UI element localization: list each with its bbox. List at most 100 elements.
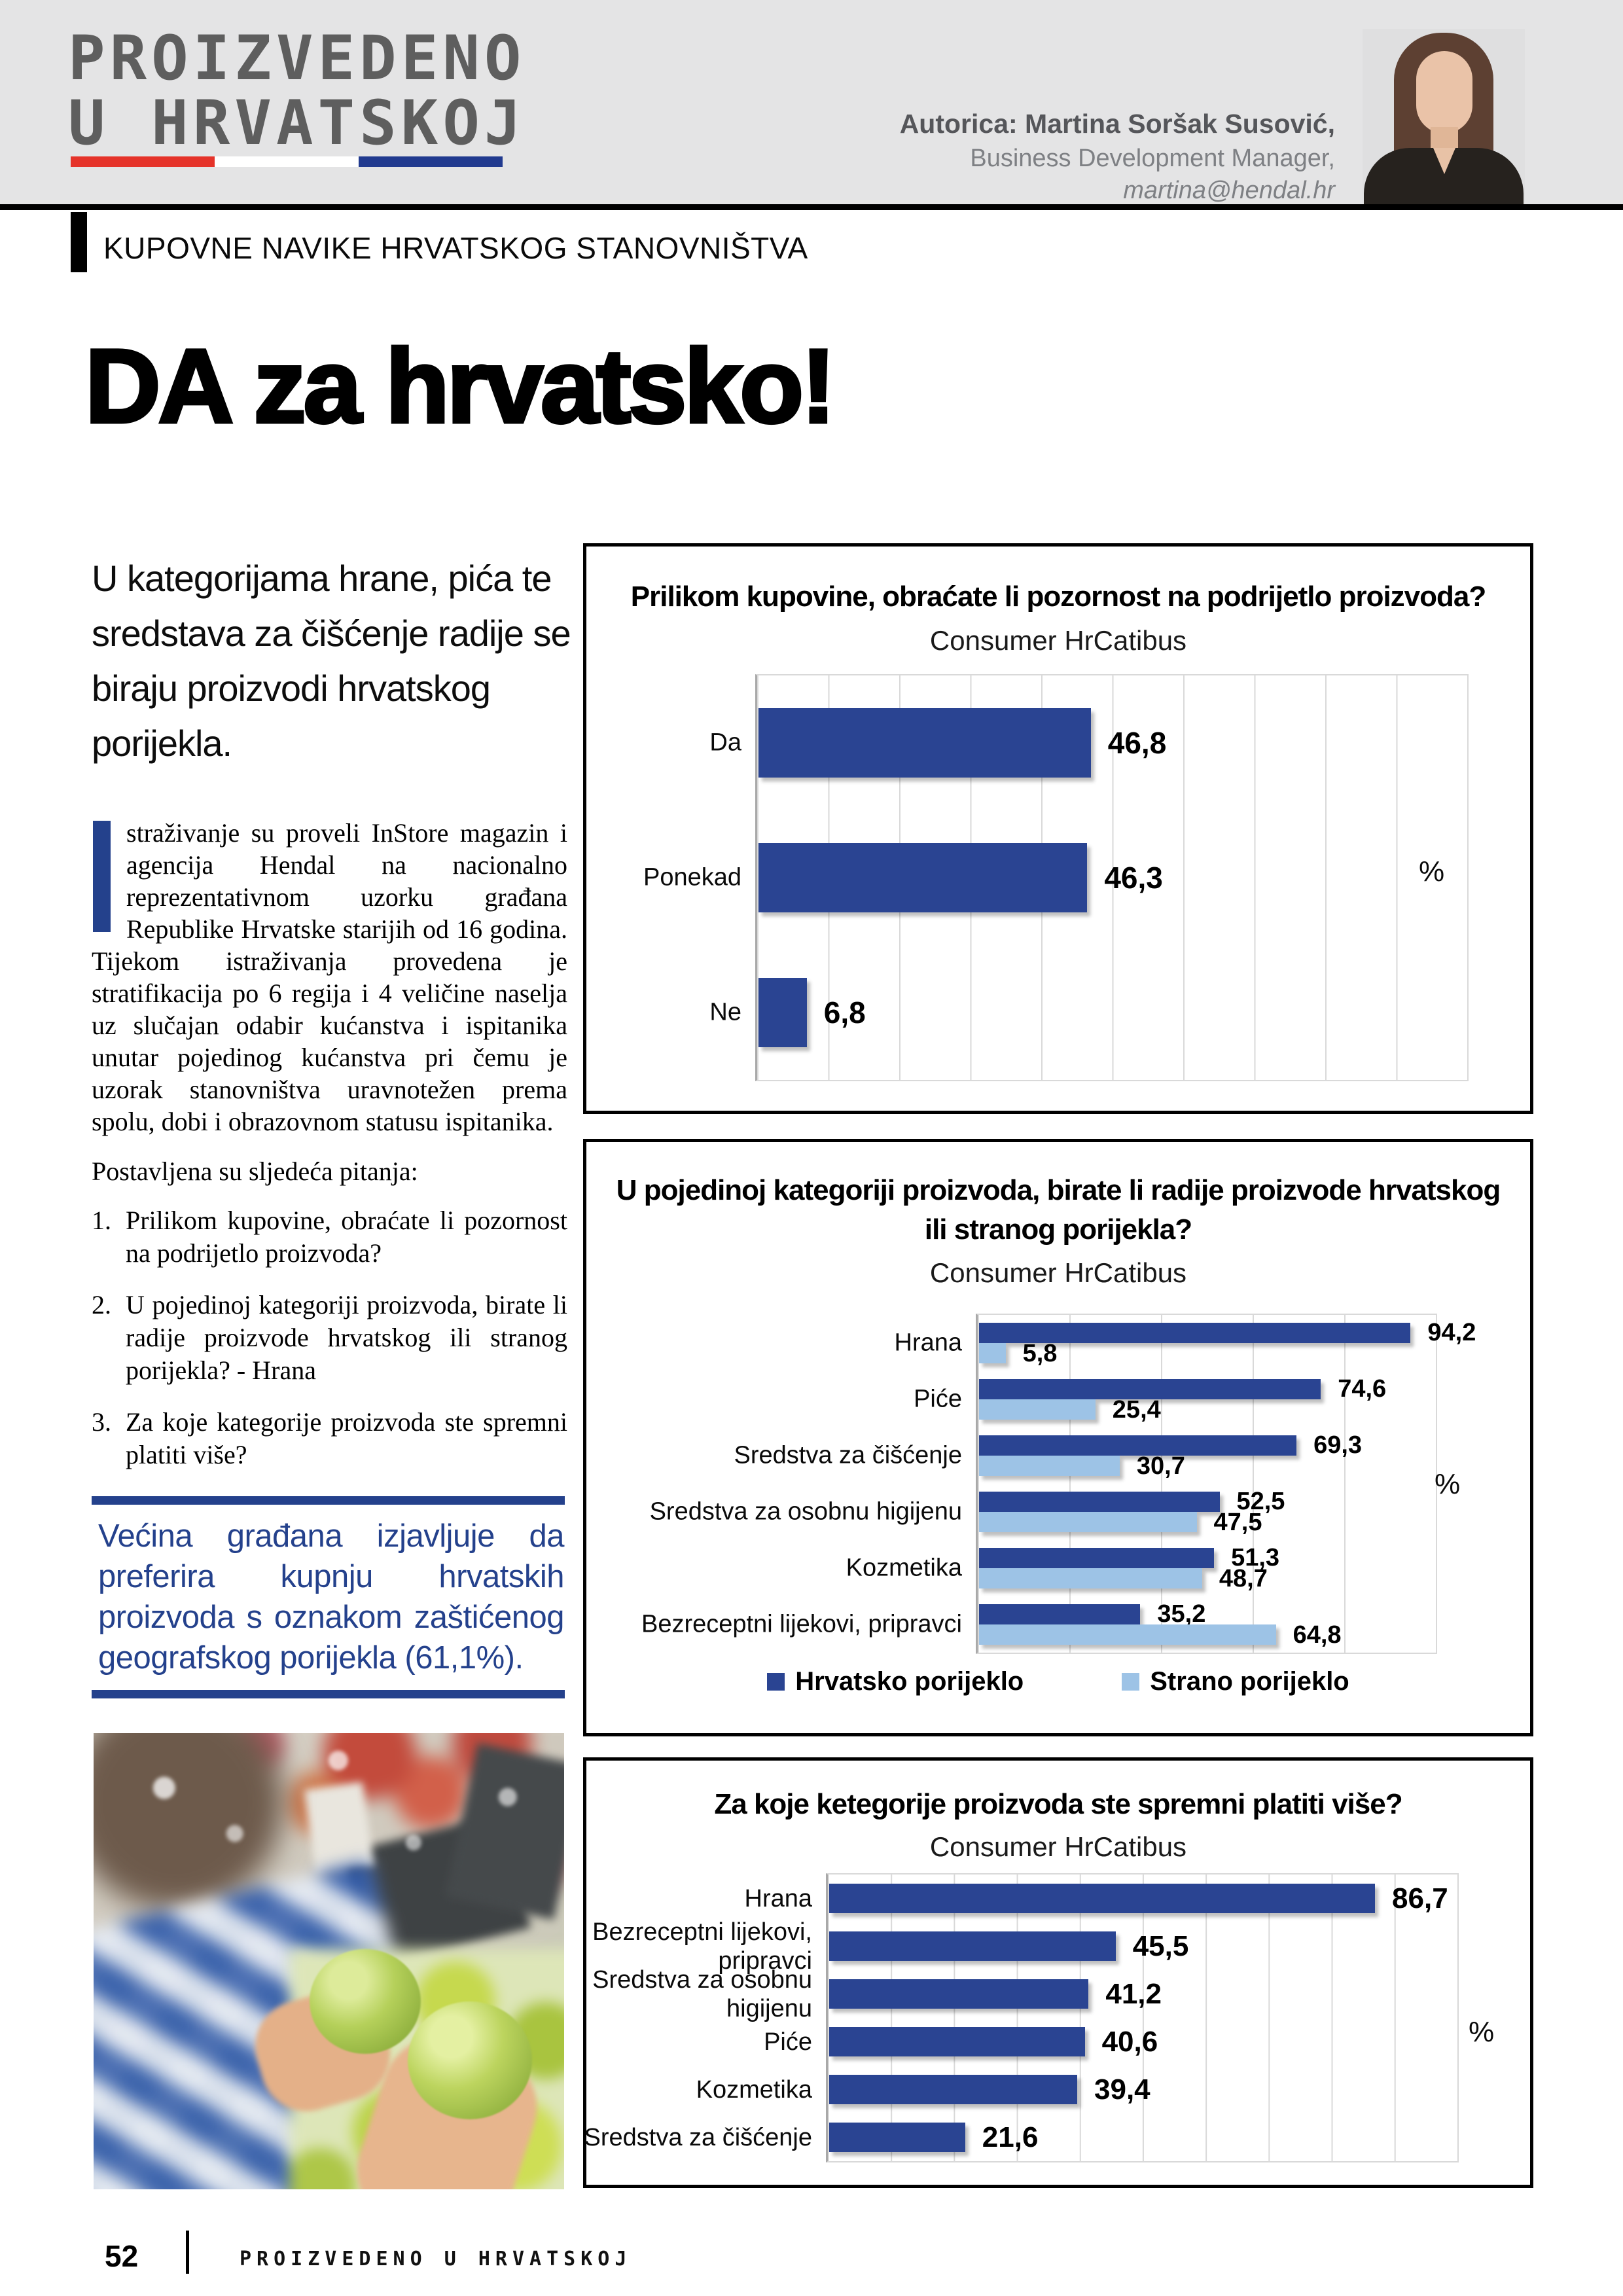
bar-row: Kozmetika 39,4 bbox=[696, 2066, 1457, 2113]
bar bbox=[979, 1604, 1141, 1624]
value-label: 30,7 bbox=[1136, 1452, 1185, 1480]
value-label: 25,4 bbox=[1112, 1396, 1161, 1424]
axis-unit-label: % bbox=[1469, 2016, 1495, 2048]
category-label: Sredstva za čišćenje bbox=[734, 1441, 963, 1469]
chart-pay-more: Za koje ketegorije proizvoda ste spremni… bbox=[583, 1757, 1533, 2188]
bar-row: Sredstva za osobnu higijenu 52,5 47,5 bbox=[650, 1484, 1436, 1540]
chart-plot-area: Da 46,8 Ponekad 46,3 Ne 6,8 bbox=[643, 674, 1469, 1081]
bar bbox=[979, 1624, 1276, 1645]
author-portrait-photo bbox=[1363, 29, 1525, 204]
author-name: Autorica: Martina Soršak Susović, bbox=[899, 109, 1335, 139]
bar bbox=[979, 1492, 1220, 1512]
value-label: 35,2 bbox=[1157, 1600, 1206, 1628]
question-text: Prilikom kupovine, obraćate li pozornost… bbox=[126, 1206, 567, 1268]
chart-title: U pojedinoj kategoriji proizvoda, birate… bbox=[616, 1174, 1501, 1246]
footer-divider bbox=[186, 2231, 189, 2274]
category-label: Hrana bbox=[894, 1329, 963, 1357]
header-divider-rule bbox=[0, 204, 1623, 210]
category-label: Kozmetika bbox=[696, 2075, 812, 2104]
value-label: 40,6 bbox=[1101, 2026, 1158, 2058]
page-title: DA za hrvatsko! bbox=[83, 326, 837, 446]
bar bbox=[979, 1343, 1006, 1363]
category-label: Da bbox=[709, 728, 741, 757]
question-text: U pojedinoj kategoriji proizvoda, birate… bbox=[126, 1290, 567, 1385]
bar-row: Bezreceptni lijekovi, pripravci 35,2 64,8 bbox=[641, 1596, 1436, 1653]
chart-legend: Hrvatsko porijeklo Strano porijeklo bbox=[586, 1667, 1530, 1696]
chart-subtitle: Consumer HrCatibus bbox=[929, 1831, 1187, 1862]
bar-row: Hrana 94,2 5,8 bbox=[895, 1315, 1476, 1371]
author-role: Business Development Manager, bbox=[970, 145, 1335, 172]
bokeh-highlights bbox=[94, 1733, 564, 2189]
bar bbox=[979, 1512, 1197, 1532]
bar bbox=[979, 1456, 1120, 1476]
bar-row: Sredstva za čišćenje 21,6 bbox=[584, 2113, 1457, 2161]
bar bbox=[979, 1379, 1321, 1399]
question-item: 2. U pojedinoj kategoriji proizvoda, bira… bbox=[92, 1289, 567, 1387]
category-label: Piće bbox=[764, 2028, 812, 2056]
kicker-accent-bar bbox=[71, 212, 87, 272]
pull-quote: Većina građana izjavljuje da preferira k… bbox=[98, 1518, 565, 1676]
header-background bbox=[0, 0, 1623, 204]
value-label: 45,5 bbox=[1132, 1930, 1189, 1962]
dropcap-i-bar bbox=[93, 821, 111, 932]
value-label: 69,3 bbox=[1313, 1431, 1363, 1459]
author-email: martina@hendal.hr bbox=[1123, 177, 1335, 204]
value-label: 46,8 bbox=[1107, 726, 1167, 760]
legend-item-domestic: Hrvatsko porijeklo bbox=[767, 1667, 1024, 1696]
value-label: 41,2 bbox=[1105, 1978, 1162, 2010]
croatian-flag-underline bbox=[71, 156, 503, 167]
bar bbox=[979, 1435, 1297, 1456]
question-number: 1. bbox=[92, 1206, 111, 1235]
legend-swatch-dark-blue bbox=[767, 1673, 785, 1691]
chart-plot-area: Hrana 86,7 Bezreceptni lijekovi, pripravci… bbox=[584, 1873, 1459, 2162]
footer-magazine-title: PROIZVEDENO U HRVATSKOJ bbox=[240, 2248, 632, 2270]
category-label: Piće bbox=[914, 1385, 962, 1413]
value-label: 21,6 bbox=[982, 2121, 1039, 2153]
value-label: 47,5 bbox=[1213, 1509, 1262, 1536]
value-label: 94,2 bbox=[1427, 1319, 1476, 1346]
portrait-face bbox=[1416, 51, 1472, 134]
category-label: Ne bbox=[709, 998, 741, 1026]
bar bbox=[979, 1568, 1202, 1588]
bar bbox=[758, 978, 807, 1047]
axis-unit-label: % bbox=[1419, 855, 1445, 888]
axis-unit-label: % bbox=[1435, 1468, 1461, 1500]
bar bbox=[758, 708, 1091, 778]
flag-white-segment bbox=[215, 156, 359, 167]
bar bbox=[829, 1884, 1376, 1913]
market-apples-photo bbox=[94, 1733, 564, 2189]
body-text: straživanje su proveli InStore magazin i… bbox=[92, 818, 567, 1136]
chart-title: Za koje ketegorije proizvoda ste spremni… bbox=[714, 1788, 1402, 1820]
question-number: 3. bbox=[92, 1407, 111, 1437]
category-label: Kozmetika bbox=[846, 1554, 962, 1582]
magazine-logo: PROIZVEDENO U HRVATSKOJ bbox=[68, 26, 526, 156]
chart-subtitle: Consumer HrCatibus bbox=[929, 625, 1187, 656]
question-item: 3. Za koje kategorije proizvoda ste sprem… bbox=[92, 1406, 567, 1471]
questions-intro: Postavljena su sljedeća pitanja: bbox=[92, 1157, 418, 1186]
bar bbox=[829, 2027, 1085, 2056]
legend-item-foreign: Strano porijeklo bbox=[1122, 1667, 1349, 1696]
bar-row: Ponekad 46,3 bbox=[643, 810, 1467, 945]
bar-row: Sredstva za čišćenje 69,3 30,7 bbox=[734, 1427, 1436, 1484]
question-text: Za koje kategorije proizvoda ste spremni… bbox=[126, 1407, 567, 1469]
page-number: 52 bbox=[105, 2239, 139, 2273]
bar-row: Da 46,8 bbox=[709, 675, 1467, 810]
value-label: 86,7 bbox=[1392, 1882, 1448, 1914]
value-label: 46,3 bbox=[1104, 861, 1163, 895]
bar bbox=[829, 2123, 965, 2152]
category-label: Hrana bbox=[744, 1884, 813, 1912]
bar-row: Piće 40,6 bbox=[764, 2018, 1457, 2066]
legend-label: Hrvatsko porijeklo bbox=[795, 1667, 1024, 1696]
category-label: Sredstva za osobnu higijenu bbox=[592, 1965, 812, 2022]
chart-subtitle: Consumer HrCatibus bbox=[929, 1257, 1187, 1288]
chart-domestic-vs-foreign: U pojedinoj kategoriji proizvoda, birate… bbox=[583, 1139, 1533, 1736]
body-paragraph: straživanje su proveli InStore magazin i… bbox=[92, 817, 567, 1138]
category-label: Bezreceptni lijekovi, pripravci bbox=[592, 1918, 812, 1975]
bar bbox=[829, 2075, 1078, 2104]
bar-row: Hrana 86,7 bbox=[745, 1874, 1457, 1922]
value-label: 52,5 bbox=[1236, 1488, 1285, 1515]
value-label: 51,3 bbox=[1231, 1544, 1280, 1571]
bar bbox=[829, 1931, 1116, 1961]
chart-title: Prilikom kupovine, obraćate li pozornost… bbox=[630, 581, 1487, 613]
